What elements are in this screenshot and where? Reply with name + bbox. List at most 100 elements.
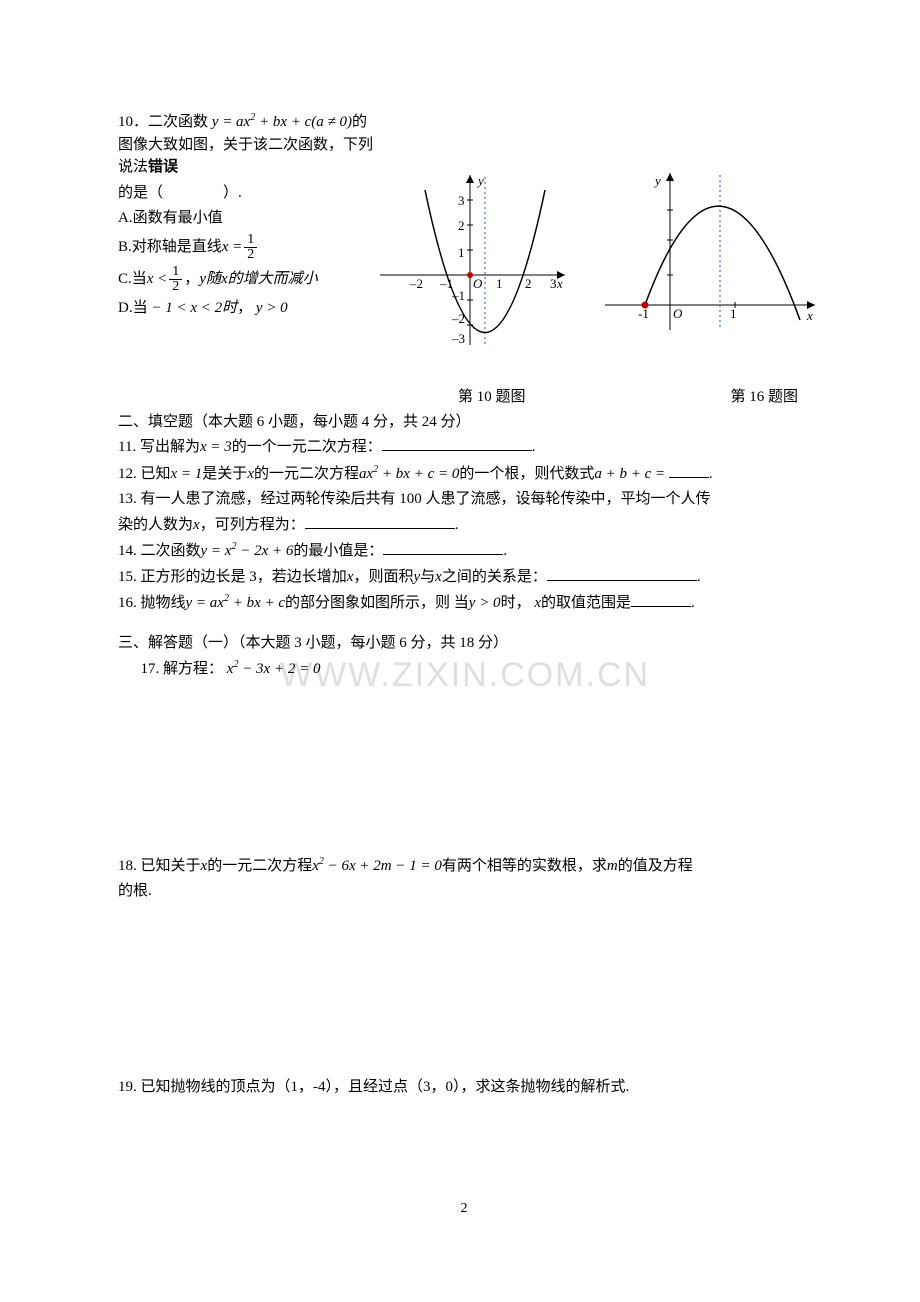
q15-pre: 15. 正方形的边长是 3，若边长增加 [118, 569, 347, 585]
q12-pre: 12. 已知 [118, 466, 171, 482]
q14-eqa: y = x [201, 543, 232, 559]
svg-text:–1: –1 [451, 288, 465, 303]
question-14: 14. 二次函数y = x2 − 2x + 6的最小值是：. [118, 539, 810, 563]
q10-optB-eq: x = [222, 236, 243, 259]
q16-var: x [534, 595, 541, 611]
chart-q10: –2–1 123 O x y 123 –1–2–3 [370, 165, 570, 355]
question-12: 12. 已知x = 1是关于x的一元二次方程ax2 + bx + c = 0的一… [118, 462, 810, 486]
svg-text:O: O [673, 306, 683, 321]
q15-post: 之间的关系是： [442, 569, 547, 585]
blank-fill[interactable] [305, 514, 455, 529]
section-2-title: 二、填空题（本大题 6 小题，每小题 4 分，共 24 分） [118, 411, 810, 434]
svg-text:–2: –2 [409, 276, 423, 291]
q17-eqb: − 3x + 2 = 0 [238, 661, 320, 677]
q18-eqa: x [312, 858, 319, 874]
blank-fill[interactable] [382, 436, 532, 451]
q10-optB-frac: 12 [244, 233, 257, 262]
q17-pre: 17. 解方程： [141, 661, 224, 677]
frac-d: 2 [169, 280, 182, 294]
section-3-title: 三、解答题（一）（本大题 3 小题，每小题 6 分，共 18 分） [118, 632, 810, 655]
q10-optC-pre: C.当 [118, 268, 147, 291]
svg-text:3: 3 [458, 193, 465, 208]
q10-bold: 错误 [148, 158, 178, 175]
q18-v2: m [607, 858, 618, 874]
q10-optD-pre: D.当 [118, 300, 148, 316]
q15-tail: . [697, 569, 701, 585]
question-13-line1: 13. 有一人患了流感，经过两轮传染后共有 100 人患了流感，设每轮传染中，平… [118, 488, 810, 511]
question-16: 16. 抛物线y = ax2 + bx + c的部分图象如图所示，则 当y > … [118, 591, 810, 615]
page-content: 10．二次函数 y = ax2 + bx + c(a ≠ 0)的图像大致如图，关… [118, 110, 810, 1098]
q11-pre: 11. 写出解为 [118, 439, 200, 455]
q15-m2: 与 [420, 569, 435, 585]
q18-pre: 18. 已知关于 [118, 858, 201, 874]
q12-mid1: 是关于 [202, 466, 247, 482]
q13-l2post: ，可列方程为： [200, 517, 305, 533]
svg-text:-1: -1 [638, 306, 649, 321]
svg-text:x: x [806, 308, 813, 323]
q10-number: 10． [118, 114, 148, 130]
q12-eq2a: ax [359, 466, 373, 482]
q16-eq2: y > 0 [469, 595, 501, 611]
q10-optC-frac: 12 [169, 265, 182, 294]
chart-q16: O x y -1 1 [600, 165, 820, 355]
q16-eqa: y = ax [186, 595, 224, 611]
q15-m1: ，则面积 [353, 569, 413, 585]
caption-q16: 第 16 题图 [730, 386, 798, 409]
svg-text:O: O [473, 276, 483, 291]
q11-post: 的一个一元二次方程： [232, 439, 382, 455]
caption-q10: 第 10 题图 [458, 386, 526, 409]
q13-var: x [193, 517, 200, 533]
frac-n: 1 [169, 265, 182, 280]
question-17: 17. 解方程： x2 − 3x + 2 = 0 [118, 657, 810, 681]
question-10: 10．二次函数 y = ax2 + bx + c(a ≠ 0)的图像大致如图，关… [118, 110, 378, 319]
question-18: 18. 已知关于x的一元二次方程x2 − 6x + 2m − 1 = 0有两个相… [118, 854, 810, 878]
svg-text:–1: –1 [439, 276, 453, 291]
question-13-line2: 染的人数为x，可列方程为：. [118, 514, 810, 537]
question-15: 15. 正方形的边长是 3，若边长增加x，则面积y与x之间的关系是：. [118, 566, 810, 589]
q10-optC-post2: y随x的增大而减小 [199, 268, 317, 291]
q10-eq2: + bx + c(a ≠ 0) [255, 114, 352, 130]
question-19: 19. 已知抛物线的顶点为（1，-4），且经过点（3，0），求这条抛物线的解析式… [118, 1076, 810, 1099]
svg-text:1: 1 [496, 276, 503, 291]
q12-tail: . [709, 466, 713, 482]
blank-fill[interactable] [383, 540, 503, 555]
q10-optC-mid: x < [147, 268, 168, 291]
q10-optD-post2: y > 0 [256, 300, 288, 316]
svg-text:y: y [476, 173, 484, 188]
q12-mid2: 的一元二次方程 [254, 466, 359, 482]
blank-fill[interactable] [547, 566, 697, 581]
q10-optA: A.函数有最小值 [118, 207, 378, 230]
q14-tail: . [503, 543, 507, 559]
svg-text:–3: –3 [451, 331, 465, 346]
q16-pre: 16. 抛物线 [118, 595, 186, 611]
q14-eqb: − 2x + 6 [236, 543, 293, 559]
q10-eq1: y = ax [212, 114, 250, 130]
q14-pre: 14. 二次函数 [118, 543, 201, 559]
q16-eqb: + bx + c [229, 595, 285, 611]
frac-n: 1 [244, 233, 257, 248]
q12-eq3: a + b + c = [594, 466, 669, 482]
page-number: 2 [118, 1198, 810, 1219]
q18-mid: 的一元二次方程 [207, 858, 312, 874]
q10-optC-post: ， [184, 268, 199, 291]
svg-text:1: 1 [730, 306, 737, 321]
q12-eq1: x = 1 [171, 466, 203, 482]
question-18-line2: 的根. [118, 880, 810, 903]
blank-fill[interactable] [631, 592, 691, 607]
q16-tail: . [691, 595, 695, 611]
svg-text:3: 3 [550, 276, 557, 291]
q11-tail: . [532, 439, 536, 455]
q16-post: 的取值范围是 [541, 595, 631, 611]
svg-text:x: x [556, 276, 563, 291]
q10-optB-pre: B.对称轴是直线 [118, 236, 222, 259]
question-11: 11. 写出解为x = 3的一个一元二次方程：. [118, 436, 810, 459]
svg-text:2: 2 [458, 218, 465, 233]
q18-eqb: − 6x + 2m − 1 = 0 [324, 858, 442, 874]
frac-d: 2 [244, 248, 257, 262]
q12-mid3: 的一个根，则代数式 [459, 466, 594, 482]
figure-captions: 第 10 题图 第 16 题图 [118, 386, 798, 409]
blank-fill[interactable] [669, 463, 709, 478]
q18-p1: 有两个相等的实数根，求 [442, 858, 607, 874]
figure-row: –2–1 123 O x y 123 –1–2–3 [370, 165, 820, 355]
svg-text:2: 2 [525, 276, 532, 291]
